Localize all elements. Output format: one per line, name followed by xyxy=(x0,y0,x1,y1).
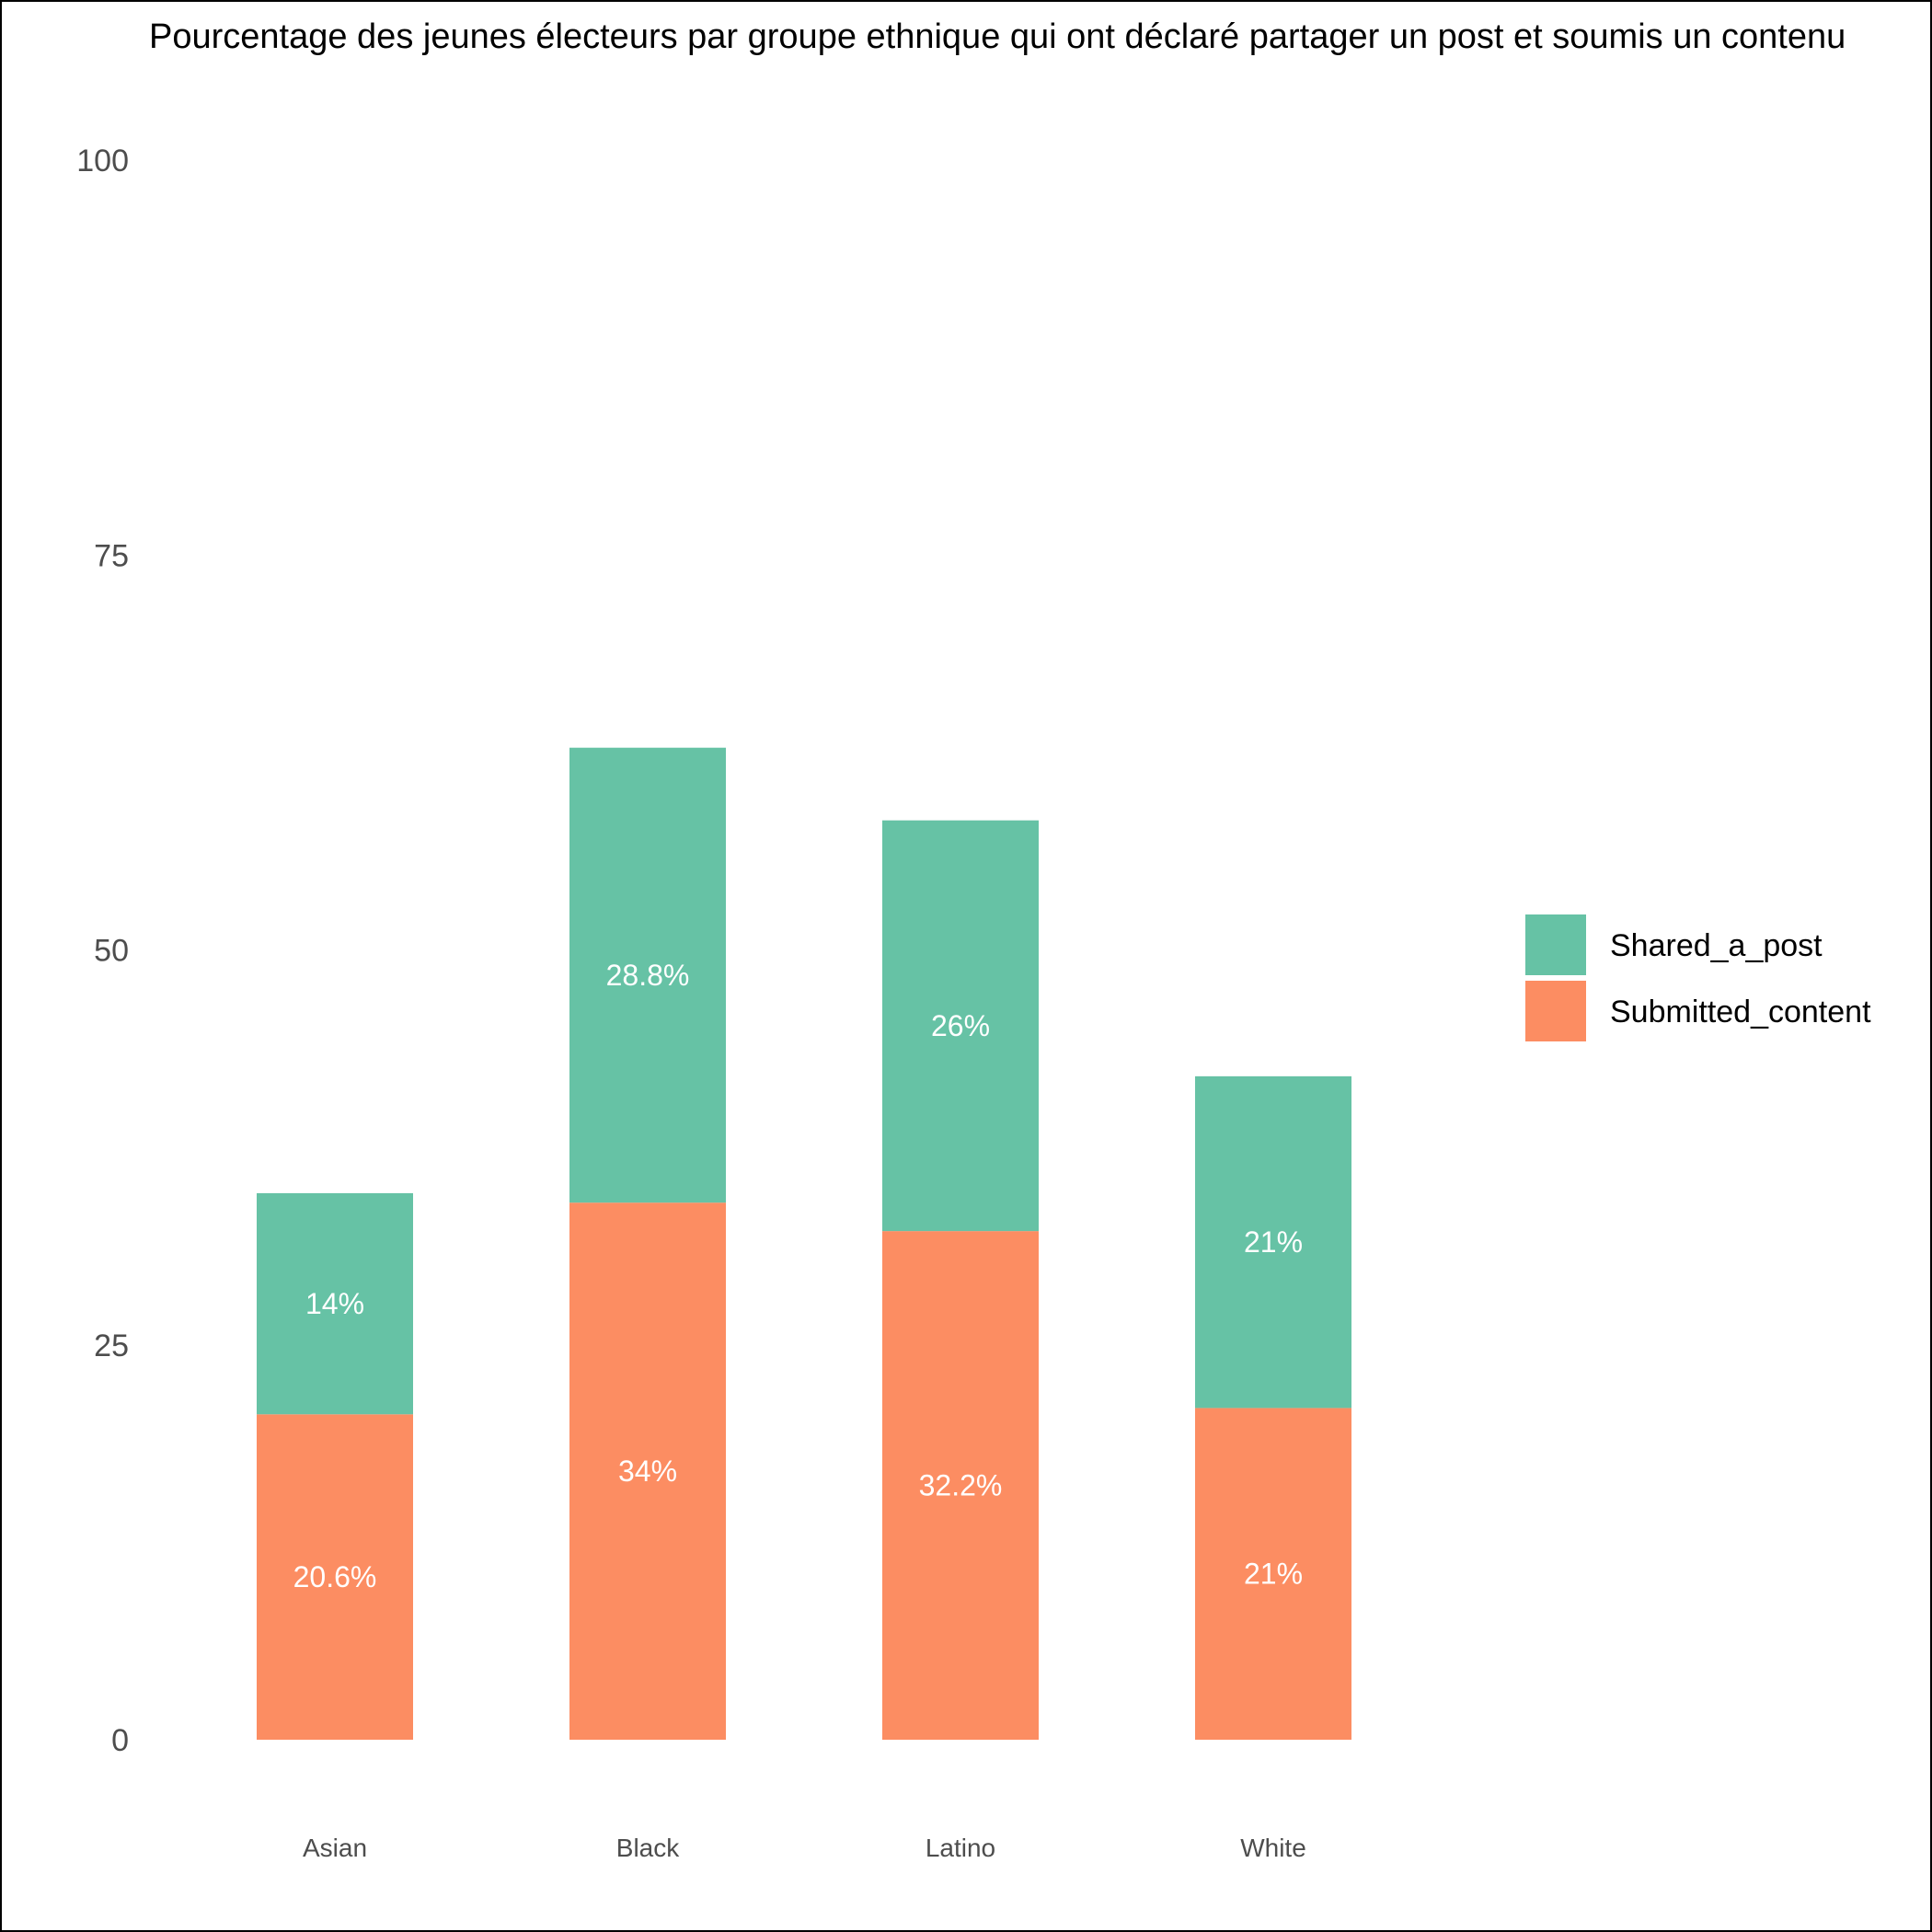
bar-white-shared-a-post xyxy=(1195,1075,1351,1409)
x-tick-label: White xyxy=(1240,1834,1306,1862)
bar-latino-shared-a-post xyxy=(882,820,1039,1232)
bar-black-submitted-content xyxy=(569,1202,726,1740)
x-axis: Asian Black Latino White xyxy=(303,1834,1306,1862)
bar-value-label: 32.2% xyxy=(919,1469,1003,1502)
bar-value-label: 14% xyxy=(305,1287,364,1320)
bar-value-label: 21% xyxy=(1244,1558,1303,1591)
bar-value-label: 26% xyxy=(931,1009,990,1042)
y-tick-label: 0 xyxy=(111,1723,129,1758)
x-tick-label: Black xyxy=(616,1834,680,1862)
chart-title: Pourcentage des jeunes électeurs par gro… xyxy=(149,17,1846,56)
bar-labels: 20.6% 14% 34% 28.8% 32.2% 26% 21% 21% xyxy=(293,959,1303,1593)
y-tick-label: 75 xyxy=(94,538,129,573)
y-axis: 0 25 50 75 100 xyxy=(76,144,129,1758)
bar-black-shared-a-post xyxy=(569,747,726,1203)
legend-key xyxy=(1525,981,1586,1041)
y-tick-label: 25 xyxy=(94,1328,129,1363)
x-tick-label: Latino xyxy=(926,1834,995,1862)
bar-latino-submitted-content xyxy=(882,1231,1039,1740)
bar-white-submitted-content xyxy=(1195,1408,1351,1740)
y-tick-label: 50 xyxy=(94,934,129,969)
legend: Shared_a_post Submitted_content xyxy=(1525,914,1871,1041)
legend-key xyxy=(1525,914,1586,975)
bar-value-label: 34% xyxy=(618,1455,677,1488)
legend-label: Submitted_content xyxy=(1610,995,1871,1029)
bar-value-label: 21% xyxy=(1244,1225,1303,1259)
legend-label: Shared_a_post xyxy=(1610,928,1823,963)
bar-value-label: 20.6% xyxy=(293,1560,377,1593)
x-tick-label: Asian xyxy=(303,1834,367,1862)
bars xyxy=(257,747,1351,1740)
bar-value-label: 28.8% xyxy=(606,959,690,992)
bar-asian-shared-a-post xyxy=(257,1192,413,1415)
bar-asian-submitted-content xyxy=(257,1414,413,1740)
y-tick-label: 100 xyxy=(76,144,129,178)
